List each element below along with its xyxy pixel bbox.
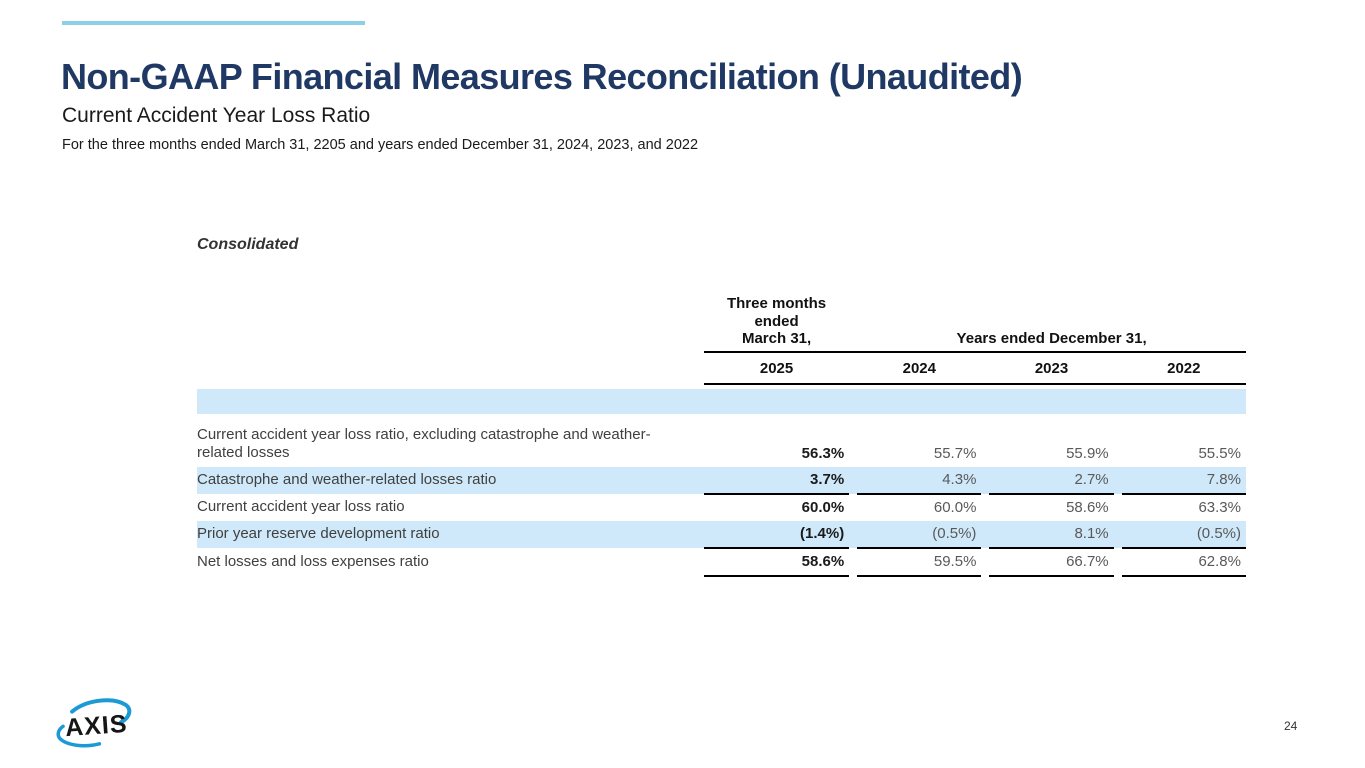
- row-value: 2.7%: [989, 467, 1114, 495]
- year-header: 2023: [989, 351, 1114, 385]
- row-value: 63.3%: [1198, 499, 1241, 516]
- row-value: 66.7%: [989, 548, 1114, 577]
- highlight-band-row: [197, 389, 1246, 414]
- accent-bar: [62, 21, 365, 25]
- header-empty-cell: [197, 289, 704, 352]
- table-row: Net losses and loss expenses ratio 58.6% 5…: [197, 548, 1246, 577]
- year-header: 2025: [703, 351, 850, 385]
- column-gap: [1114, 548, 1122, 576]
- column-gap: [981, 521, 990, 548]
- header-years-row: 2025 2024 2023 2022: [197, 351, 1246, 385]
- row-value: 8.1%: [989, 521, 1114, 549]
- column-gap: [849, 351, 858, 385]
- row-value: 55.5%: [1198, 445, 1241, 462]
- row-label: Current accident year loss ratio: [197, 498, 405, 515]
- reconciliation-table: Three months ended March 31, Years ended…: [197, 289, 1246, 577]
- column-gap: [849, 422, 857, 467]
- page-title: Non-GAAP Financial Measures Reconciliati…: [61, 56, 1023, 97]
- row-value: 62.8%: [1121, 548, 1246, 577]
- year-header: 2024: [857, 351, 982, 385]
- row-value: 7.8%: [1121, 467, 1246, 495]
- row-label: Catastrophe and weather-related losses r…: [197, 467, 704, 494]
- row-label: Current accident year loss ratio, exclud…: [197, 426, 651, 461]
- table-section-label: Consolidated: [197, 236, 299, 253]
- column-gap: [981, 422, 989, 467]
- col-header-line: March 31,: [741, 330, 812, 347]
- period-caption: For the three months ended March 31, 220…: [62, 137, 699, 153]
- col-header-line: ended: [754, 312, 799, 330]
- header-group-row: Three months ended March 31, Years ended…: [197, 289, 1246, 353]
- row-value: 60.0%: [801, 499, 845, 516]
- column-gap: [849, 494, 857, 521]
- row-value: 59.5%: [857, 548, 982, 577]
- column-gap: [1113, 521, 1122, 548]
- row-value: 58.6%: [1066, 499, 1109, 516]
- page-number: 24: [1284, 719, 1298, 733]
- row-value: (1.4%): [703, 521, 850, 549]
- logo-swoosh-bottom: [56, 724, 102, 748]
- column-gap: [981, 467, 990, 494]
- table-body: Current accident year loss ratio, exclud…: [197, 422, 1246, 577]
- row-value: 58.6%: [703, 548, 850, 577]
- axis-logo: AXIS: [56, 698, 132, 748]
- column-gap: [1114, 494, 1122, 521]
- page-subtitle: Current Accident Year Loss Ratio: [62, 104, 371, 127]
- row-value: (0.5%): [857, 521, 982, 549]
- row-value: 56.3%: [801, 445, 845, 462]
- col-header-years-ended: Years ended December 31,: [857, 289, 1246, 353]
- row-value: 55.7%: [933, 445, 977, 462]
- column-gap: [1113, 467, 1122, 494]
- column-gap: [849, 548, 857, 576]
- col-header-three-months: Three months ended March 31,: [703, 289, 850, 353]
- year-header: 2022: [1121, 351, 1246, 385]
- row-value: 60.0%: [933, 499, 977, 516]
- table-row: Prior year reserve development ratio (1.4…: [197, 521, 1246, 549]
- highlight-band: [197, 389, 1246, 414]
- row-label: Prior year reserve development ratio: [197, 521, 704, 548]
- column-gap: [1114, 422, 1122, 467]
- table-row: Catastrophe and weather-related losses r…: [197, 467, 1246, 495]
- row-label: Net losses and loss expenses ratio: [197, 553, 429, 570]
- table-row: Current accident year loss ratio 60.0% 60.…: [197, 494, 1246, 521]
- column-gap: [1113, 351, 1122, 385]
- header-empty-cell: [197, 352, 704, 385]
- column-gap: [849, 467, 858, 494]
- table-row: Current accident year loss ratio, exclud…: [197, 422, 1246, 467]
- col-header-line: Three months: [726, 295, 827, 312]
- logo-swoosh-top: [70, 698, 132, 725]
- row-value: 55.9%: [1066, 445, 1109, 462]
- column-gap: [981, 494, 989, 521]
- column-gap: [981, 548, 989, 576]
- column-gap: [849, 289, 858, 353]
- column-gap: [849, 521, 858, 548]
- column-gap: [981, 351, 990, 385]
- row-value: 3.7%: [703, 467, 850, 495]
- logo-wordmark: AXIS: [64, 710, 128, 742]
- row-value: (0.5%): [1121, 521, 1246, 549]
- row-value: 4.3%: [857, 467, 982, 495]
- spacer-row: [197, 414, 1246, 422]
